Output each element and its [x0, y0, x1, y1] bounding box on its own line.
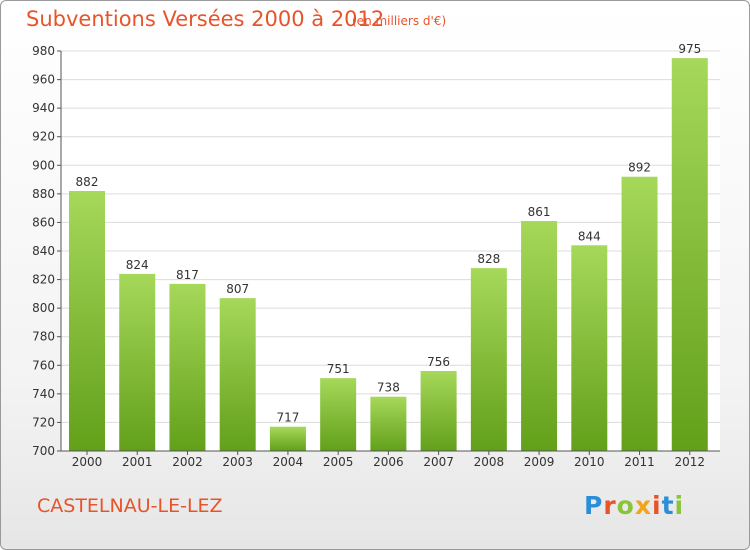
y-tick-label: 800	[32, 301, 55, 315]
bar-2003	[219, 298, 256, 451]
x-tick-label: 2009	[524, 455, 555, 469]
bar-2005	[320, 378, 357, 451]
bar-2010	[571, 245, 608, 451]
y-tick-label: 700	[32, 444, 55, 458]
x-tick-label: 2008	[474, 455, 505, 469]
y-tick-label: 880	[32, 187, 55, 201]
y-tick-label: 840	[32, 244, 55, 258]
bar-2006	[370, 396, 407, 451]
data-label: 807	[226, 282, 249, 296]
x-tick-label: 2010	[574, 455, 605, 469]
bar-2001	[119, 273, 156, 451]
y-tick-label: 920	[32, 130, 55, 144]
data-label: 717	[276, 411, 299, 425]
bars: 882 824 817 807 717 751 738 756 828 861 844 892 975	[69, 42, 708, 452]
logo-letter: t	[661, 491, 675, 520]
chart-title: Subventions Versées 2000 à 2012	[26, 7, 385, 31]
commune-name: CASTELNAU-LE-LEZ	[37, 495, 223, 517]
y-tick-label: 820	[32, 273, 55, 287]
bar-2004	[269, 426, 306, 451]
y-tick-label: 980	[32, 44, 55, 58]
x-tick-label: 2006	[373, 455, 404, 469]
y-tick-label: 780	[32, 330, 55, 344]
data-label: 828	[477, 252, 500, 266]
data-label: 882	[76, 175, 99, 189]
bar-2011	[621, 176, 658, 451]
logo-letter: r	[603, 491, 617, 520]
x-tick-label: 2002	[172, 455, 203, 469]
y-tick-label: 740	[32, 387, 55, 401]
data-label: 738	[377, 381, 400, 395]
y-tick-label: 720	[32, 415, 55, 429]
logo-letter: o	[616, 491, 635, 520]
logo-letter: P	[584, 491, 604, 520]
bar-2009	[521, 221, 558, 451]
logo-letter: i	[674, 491, 685, 520]
bar-2008	[470, 268, 507, 451]
y-tick-label: 900	[32, 158, 55, 172]
y-tick-label: 960	[32, 73, 55, 87]
data-label: 824	[126, 258, 149, 272]
data-label: 975	[678, 42, 701, 56]
axes: 700 720 740 760 780 800 820 840 860 880 900 920 940 9…	[32, 44, 720, 469]
data-label: 892	[628, 161, 651, 175]
proxiti-logo: Proxiti	[584, 491, 684, 520]
logo-letter: x	[634, 491, 652, 520]
y-tick-label: 940	[32, 101, 55, 115]
data-label: 861	[528, 205, 551, 219]
bar-2007	[420, 371, 457, 451]
data-label: 817	[176, 268, 199, 282]
x-tick-label: 2003	[222, 455, 253, 469]
logo-letter: i	[652, 491, 662, 520]
bar-2002	[169, 283, 206, 451]
x-tick-label: 2000	[72, 455, 103, 469]
x-tick-label: 2011	[624, 455, 655, 469]
bar-2000	[69, 191, 105, 451]
x-tick-label: 2012	[674, 455, 705, 469]
x-tick-label: 2004	[273, 455, 304, 469]
x-tick-label: 2007	[423, 455, 454, 469]
x-tick-label: 2001	[122, 455, 153, 469]
data-label: 844	[578, 229, 601, 243]
data-label: 751	[327, 362, 350, 376]
x-tick-label: 2005	[323, 455, 354, 469]
y-tick-label: 860	[32, 215, 55, 229]
data-label: 756	[427, 355, 450, 369]
bar-2012	[671, 58, 708, 452]
y-tick-label: 760	[32, 358, 55, 372]
unit-label: (en milliers d'€)	[352, 14, 447, 28]
